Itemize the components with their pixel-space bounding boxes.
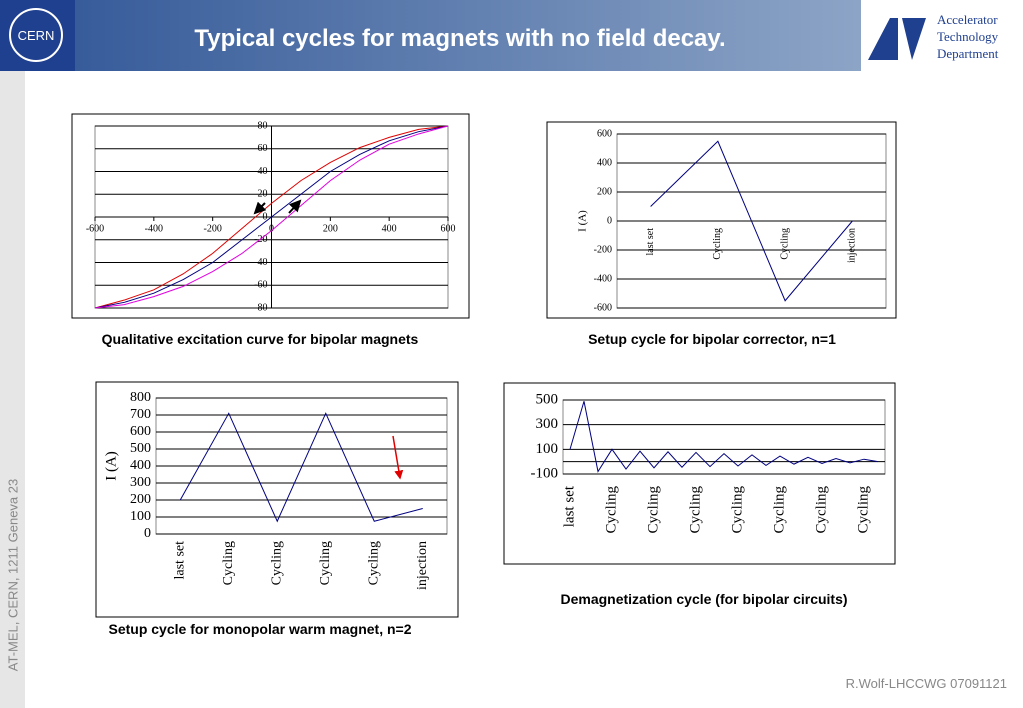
x-tick-label: 600 (441, 223, 456, 234)
y-tick-label: 60 (258, 143, 268, 154)
y-tick-label: 200 (597, 186, 612, 197)
y-tick-label: 500 (536, 391, 559, 407)
header-bar (0, 0, 1023, 71)
line (569, 401, 879, 473)
dept-logo-mark (868, 18, 926, 60)
y-tick-label: 200 (130, 492, 151, 507)
chart-frame (546, 121, 897, 319)
dept-line: Department (937, 46, 999, 61)
y-tick-label: 20 (258, 189, 268, 200)
y-tick-label: 500 (130, 441, 151, 456)
x-tick-label: Cycling (221, 541, 236, 585)
x-tick-label: injection (847, 228, 858, 263)
x-tick-label: -400 (145, 223, 163, 234)
y-tick-label: 700 (130, 407, 151, 422)
chart-caption: Qualitative excitation curve for bipolar… (102, 331, 419, 347)
y-tick-label: 100 (130, 509, 151, 524)
dept-line: Technology (937, 29, 999, 44)
cern-logo-text: CERN (18, 28, 55, 43)
y-tick-label: -100 (531, 465, 559, 481)
x-tick-label: Cycling (687, 486, 703, 534)
x-tick-label: last set (172, 541, 187, 580)
curve (94, 125, 449, 309)
y-tick-label: 400 (597, 157, 612, 168)
x-tick-label: injection (415, 541, 430, 590)
y-tick-label: 300 (130, 475, 151, 490)
arrow (392, 435, 404, 480)
y-axis-label: I (A) (103, 451, 119, 481)
y-tick-label: -20 (254, 234, 267, 245)
x-tick-label: -200 (203, 223, 221, 234)
chart-frame (71, 113, 470, 319)
slide-title: Typical cycles for magnets with no field… (194, 25, 725, 52)
dept-line: Accelerator (937, 12, 998, 27)
line (650, 140, 853, 302)
x-tick-label: Cycling (729, 486, 745, 534)
x-tick-label: Cycling (269, 541, 284, 585)
x-tick-label: Cycling (645, 486, 661, 534)
y-tick-label: 400 (130, 458, 151, 473)
y-tick-label: 0 (144, 526, 151, 541)
y-tick-label: 80 (258, 120, 268, 131)
chart-caption: Setup cycle for monopolar warm magnet, n… (108, 621, 411, 637)
x-tick-label: Cycling (813, 486, 829, 534)
x-tick-label: -600 (86, 223, 104, 234)
y-tick-label: 0 (607, 215, 612, 226)
y-tick-label: 300 (536, 416, 559, 432)
side-text: AT-MEL, CERN, 1211 Geneva 23 (5, 479, 20, 671)
y-tick-label: 100 (536, 441, 559, 457)
y-axis-label: I (A) (577, 210, 589, 232)
y-tick-label: -40 (254, 257, 267, 268)
y-tick-label: -400 (594, 273, 612, 284)
x-tick-label: last set (561, 485, 577, 527)
chart-caption: Setup cycle for bipolar corrector, n=1 (588, 331, 836, 347)
x-tick-label: 400 (382, 223, 397, 234)
chart-caption: Demagnetization cycle (for bipolar circu… (560, 591, 847, 607)
x-tick-label: 200 (323, 223, 338, 234)
x-tick-label: Cycling (366, 541, 381, 585)
line (179, 412, 423, 523)
x-tick-label: Cycling (712, 228, 723, 260)
curve (94, 125, 449, 309)
arrow (288, 199, 302, 214)
x-tick-label: Cycling (318, 541, 333, 585)
y-tick-label: -80 (254, 302, 267, 313)
cern-logo-ring (9, 8, 63, 62)
y-tick-label: -200 (594, 244, 612, 255)
side-strip (0, 71, 25, 708)
x-tick-label: Cycling (779, 228, 790, 260)
y-tick-label: 600 (130, 424, 151, 439)
x-tick-label: Cycling (603, 486, 619, 534)
y-tick-label: 800 (130, 390, 151, 405)
x-tick-label: Cycling (771, 486, 787, 534)
y-tick-label: 600 (597, 128, 612, 139)
x-tick-label: Cycling (855, 486, 871, 534)
arrow (253, 201, 267, 215)
footer: R.Wolf-LHCCWG 07091121 (846, 676, 1007, 691)
curve (94, 125, 449, 309)
x-tick-label: last set (645, 228, 656, 256)
y-tick-label: -60 (254, 280, 267, 291)
x-tick-label: 0 (269, 223, 274, 234)
y-tick-label: 40 (258, 166, 268, 177)
y-tick-label: -600 (594, 302, 612, 313)
